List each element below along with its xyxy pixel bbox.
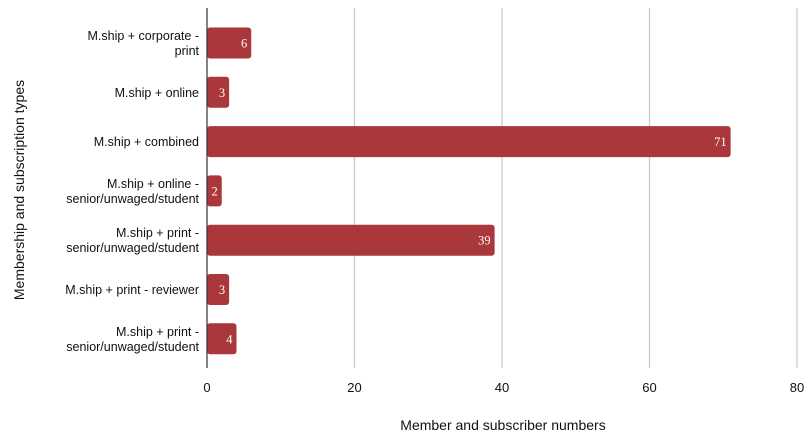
category-labels: M.ship + corporate -print M.ship + online… [65, 29, 199, 354]
category-label-line: print [175, 44, 200, 58]
category-label-line: M.ship + print - reviewer [65, 283, 199, 297]
category-label-line: M.ship + print - [116, 226, 199, 240]
category-label-line: M.ship + corporate - [87, 29, 199, 43]
x-axis-title: Member and subscriber numbers [400, 417, 605, 433]
category-label-3: M.ship + combined [94, 135, 199, 149]
bar-value-label-7: 4 [226, 332, 233, 346]
category-label-2: M.ship + online [115, 86, 199, 100]
category-label-line: senior/unwaged/student [66, 192, 199, 206]
x-tick-label-60: 60 [642, 380, 656, 395]
category-label-7: M.ship + print -senior/unwaged/student [66, 325, 199, 354]
category-label-5: M.ship + print -senior/unwaged/student [66, 226, 199, 255]
category-label-line: M.ship + combined [94, 135, 199, 149]
bar-value-label-3: 71 [714, 135, 727, 149]
category-label-line: senior/unwaged/student [66, 241, 199, 255]
bar-value-label-5: 39 [478, 234, 491, 248]
x-tick-label-0: 0 [203, 380, 210, 395]
category-label-6: M.ship + print - reviewer [65, 283, 199, 297]
bar-1 [207, 27, 252, 59]
x-tick-label-80: 80 [790, 380, 804, 395]
bar-7 [207, 323, 237, 355]
bar-value-label-1: 6 [241, 37, 247, 51]
x-tick-label-40: 40 [495, 380, 509, 395]
bar-value-label-2: 3 [219, 86, 225, 100]
category-label-line: M.ship + online - [107, 177, 199, 191]
category-label-4: M.ship + online -senior/unwaged/student [66, 177, 199, 206]
bar-3 [207, 126, 731, 158]
bar-6 [207, 274, 230, 305]
bar-value-label-4: 2 [212, 184, 218, 198]
x-tick-labels: 0 20 40 60 80 [203, 380, 804, 395]
category-label-line: M.ship + online [115, 86, 199, 100]
bar-2 [207, 76, 230, 108]
bar-5 [207, 224, 495, 256]
category-label-line: senior/unwaged/student [66, 340, 199, 354]
category-label-1: M.ship + corporate -print [87, 29, 199, 58]
bar-4 [207, 175, 222, 207]
y-axis-title: Membership and subscription types [11, 80, 27, 300]
x-tick-label-20: 20 [347, 380, 361, 395]
bars: 6 3 71 2 39 3 4 [207, 27, 731, 355]
bar-value-label-6: 3 [219, 283, 225, 297]
grid-lines [353, 8, 798, 368]
category-label-line: M.ship + print - [116, 325, 199, 339]
